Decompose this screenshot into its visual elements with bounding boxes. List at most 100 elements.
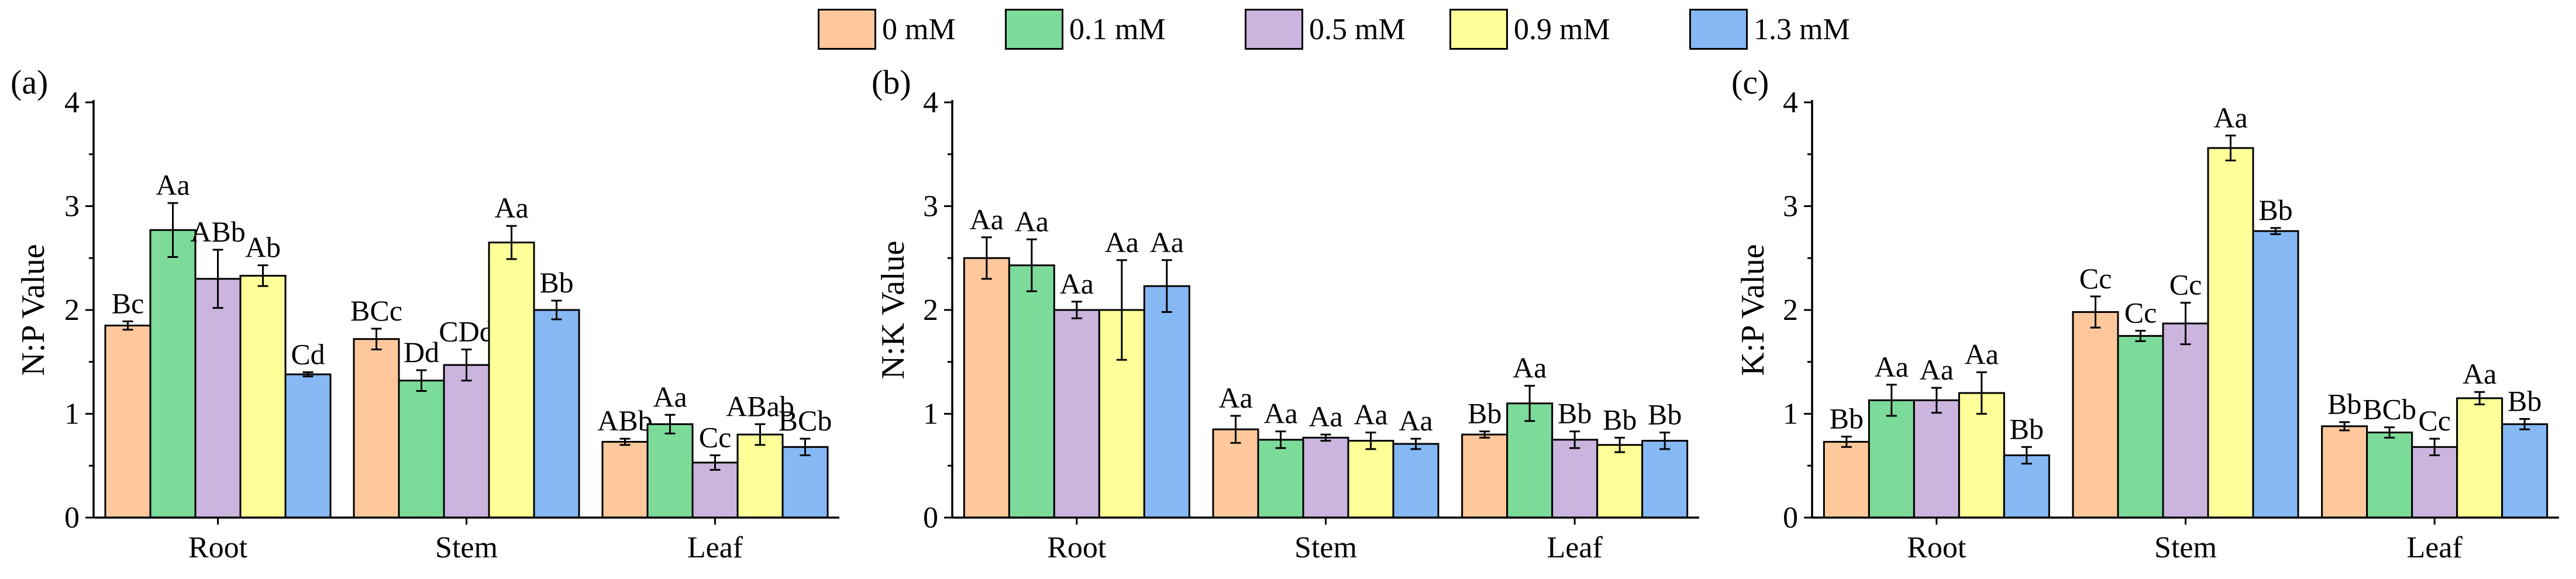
- significance-label: ABab: [726, 390, 794, 422]
- panel-label: (b): [872, 63, 911, 101]
- bar: [2366, 431, 2413, 519]
- y-tick-label: 2: [923, 294, 938, 327]
- significance-label: Aa: [1308, 400, 1342, 433]
- bar: [2207, 147, 2254, 519]
- significance-label: Bb: [1558, 397, 1592, 430]
- y-tick-label: 1: [923, 398, 938, 431]
- y-tick-label: 3: [64, 190, 80, 223]
- x-tick-label: Root: [1047, 531, 1107, 564]
- significance-label: Aa: [156, 168, 190, 201]
- y-axis-title: N:K Value: [875, 241, 911, 380]
- bar: [781, 446, 829, 519]
- significance-label: Aa: [1060, 267, 1094, 300]
- legend-swatch: [1005, 9, 1063, 50]
- x-tick-label: Leaf: [687, 531, 743, 564]
- significance-label: Aa: [1218, 381, 1252, 414]
- significance-label: Aa: [2463, 357, 2496, 390]
- y-tick-label: 4: [1783, 86, 1798, 119]
- significance-label: Bc: [112, 287, 144, 320]
- significance-label: Aa: [494, 191, 528, 224]
- x-tick-label: Stem: [435, 531, 498, 564]
- significance-label: Aa: [1015, 205, 1049, 237]
- legend-item-1-3mm: 1.3 mM: [1689, 9, 1850, 50]
- bar: [1913, 399, 1960, 519]
- bar: [2117, 335, 2164, 519]
- bar: [398, 380, 445, 519]
- significance-label: Cd: [291, 338, 325, 371]
- significance-label: ABb: [190, 215, 245, 248]
- y-tick-label: 3: [923, 190, 938, 223]
- bar: [736, 433, 784, 519]
- significance-label: Bb: [2327, 388, 2361, 421]
- significance-label: Bb: [2508, 384, 2541, 417]
- significance-label: Bb: [1468, 397, 1501, 430]
- legend-swatch: [1449, 9, 1508, 50]
- bar: [239, 274, 287, 519]
- significance-label: Bb: [2010, 412, 2044, 445]
- bar: [963, 257, 1010, 519]
- bar: [1392, 443, 1439, 519]
- significance-label: Aa: [1354, 398, 1387, 430]
- panel-label: (c): [1731, 63, 1769, 101]
- bar: [2501, 423, 2549, 519]
- bar: [646, 423, 694, 519]
- y-axis-title: K:P Value: [1735, 244, 1771, 376]
- bar: [2162, 322, 2209, 519]
- significance-label: Bb: [1603, 403, 1637, 436]
- y-tick-label: 0: [1783, 501, 1798, 535]
- legend-item-0-1mm: 0.1 mM: [1005, 9, 1166, 50]
- legend-label: 0.9 mM: [1514, 12, 1610, 46]
- bar: [443, 364, 490, 519]
- significance-label: Cc: [699, 421, 732, 454]
- legend-label: 0.5 mM: [1309, 12, 1406, 46]
- legend-item-0-5mm: 0.5 mM: [1245, 9, 1406, 50]
- significance-label: Bb: [2258, 194, 2292, 226]
- bar: [1053, 309, 1100, 519]
- significance-label: Cc: [2418, 404, 2451, 437]
- significance-label: Aa: [1965, 338, 1999, 371]
- y-tick-label: 4: [923, 86, 938, 119]
- significance-label: CDd: [439, 315, 494, 347]
- significance-label: BCb: [779, 404, 832, 437]
- legend-label: 0 mM: [882, 12, 956, 46]
- x-tick-label: Leaf: [2407, 531, 2463, 564]
- bar: [2072, 311, 2119, 519]
- bar: [353, 338, 400, 519]
- significance-label: Aa: [653, 380, 687, 413]
- significance-label: Aa: [970, 203, 1004, 236]
- bar: [194, 278, 242, 519]
- bar: [1506, 402, 1554, 519]
- x-tick-label: Root: [188, 531, 248, 564]
- bar: [1461, 433, 1509, 519]
- bar: [1143, 285, 1190, 519]
- legend-item-0-9mm: 0.9 mM: [1449, 9, 1610, 50]
- significance-label: Aa: [2213, 101, 2247, 134]
- bar: [533, 309, 580, 519]
- bar: [1551, 439, 1599, 519]
- y-tick-label: 1: [1783, 398, 1798, 431]
- bar: [691, 461, 739, 519]
- legend: 0 mM 0.1 mM 0.5 mM 0.9 mM 1.3 mM: [0, 0, 2576, 58]
- significance-label: BCb: [2363, 393, 2416, 426]
- legend-item-0mm: 0 mM: [818, 9, 956, 50]
- significance-label: BCc: [350, 294, 402, 327]
- bar: [1868, 399, 1915, 519]
- bar: [2411, 446, 2458, 519]
- bar: [284, 373, 332, 519]
- y-tick-label: 3: [1783, 190, 1798, 223]
- bar: [1823, 440, 1870, 519]
- significance-label: Aa: [1513, 351, 1547, 384]
- panel-label: (a): [11, 63, 48, 101]
- bar: [2252, 230, 2299, 519]
- x-tick-label: Stem: [2154, 531, 2217, 564]
- bar: [1596, 444, 1644, 519]
- y-tick-label: 0: [64, 501, 80, 535]
- y-tick-label: 2: [1783, 294, 1798, 327]
- significance-label: Aa: [1150, 226, 1184, 259]
- bar: [2456, 397, 2503, 519]
- significance-label: Aa: [1105, 226, 1139, 259]
- significance-label: Aa: [1920, 353, 1954, 386]
- significance-label: Ab: [245, 231, 281, 264]
- legend-label: 0.1 mM: [1069, 12, 1166, 46]
